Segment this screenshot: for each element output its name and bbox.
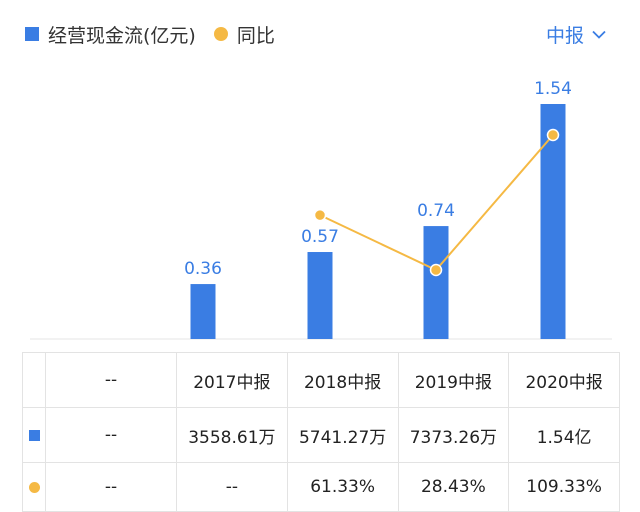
bar-2018中报 bbox=[307, 252, 333, 339]
table-marker-cell bbox=[22, 462, 46, 512]
table-cell: -- bbox=[176, 462, 288, 512]
period-select-value: 中报 bbox=[545, 24, 584, 47]
table-header-row: -- 2017中报 2018中报 2019中报 2020中报 bbox=[22, 352, 620, 408]
table-cell: 5741.27万 bbox=[286, 407, 399, 463]
table-header-cell: 2020中报 bbox=[508, 352, 620, 408]
table-row-cashflow: -- 3558.61万 5741.27万 7373.26万 1.54亿 bbox=[22, 407, 620, 463]
table-cell: 28.43% bbox=[397, 462, 510, 512]
table-cell: 61.33% bbox=[286, 462, 399, 512]
table-cell: -- bbox=[45, 462, 177, 512]
table-cell: 7373.26万 bbox=[397, 407, 510, 463]
table-marker-cell bbox=[22, 407, 46, 463]
table-row-yoy: -- -- 61.33% 28.43% 109.33% bbox=[22, 462, 620, 512]
chart-legend: 经营现金流(亿元) 同比 bbox=[25, 20, 275, 48]
bar-2017中报 bbox=[190, 284, 216, 339]
cashflow-chart: 0.36 0.57 0.74 1.54 bbox=[30, 79, 612, 340]
bar-value-label: 0.57 bbox=[301, 227, 339, 247]
data-table: -- 2017中报 2018中报 2019中报 2020中报 -- 3558.6… bbox=[22, 352, 620, 512]
line-legend-label: 同比 bbox=[236, 24, 275, 47]
yoy-point bbox=[429, 263, 443, 277]
table-header-cell: 2019中报 bbox=[397, 352, 510, 408]
table-cell: 1.54亿 bbox=[508, 407, 620, 463]
table-cell: 109.33% bbox=[508, 462, 620, 512]
table-cell: 3558.61万 bbox=[176, 407, 288, 463]
table-header-cell: -- bbox=[45, 352, 177, 408]
line-marker-icon bbox=[28, 481, 40, 493]
bar-legend-label: 经营现金流(亿元) bbox=[48, 24, 196, 47]
line-legend-swatch bbox=[213, 27, 228, 41]
bar-2019中报 bbox=[423, 226, 449, 339]
table-marker-cell bbox=[22, 352, 46, 408]
bar-value-label: 1.54 bbox=[534, 79, 572, 99]
yoy-point bbox=[546, 128, 560, 142]
table-header-cell: 2017中报 bbox=[176, 352, 288, 408]
bar-legend-swatch bbox=[25, 27, 39, 41]
table-cell: -- bbox=[45, 407, 177, 463]
table-header-cell: 2018中报 bbox=[286, 352, 399, 408]
yoy-point bbox=[313, 208, 327, 222]
bar-marker-icon bbox=[28, 429, 40, 441]
period-select[interactable]: 中报 bbox=[546, 20, 606, 48]
bar-value-label: 0.74 bbox=[417, 201, 455, 221]
chevron-down-icon bbox=[592, 30, 606, 39]
bar-value-label: 0.36 bbox=[184, 259, 222, 279]
